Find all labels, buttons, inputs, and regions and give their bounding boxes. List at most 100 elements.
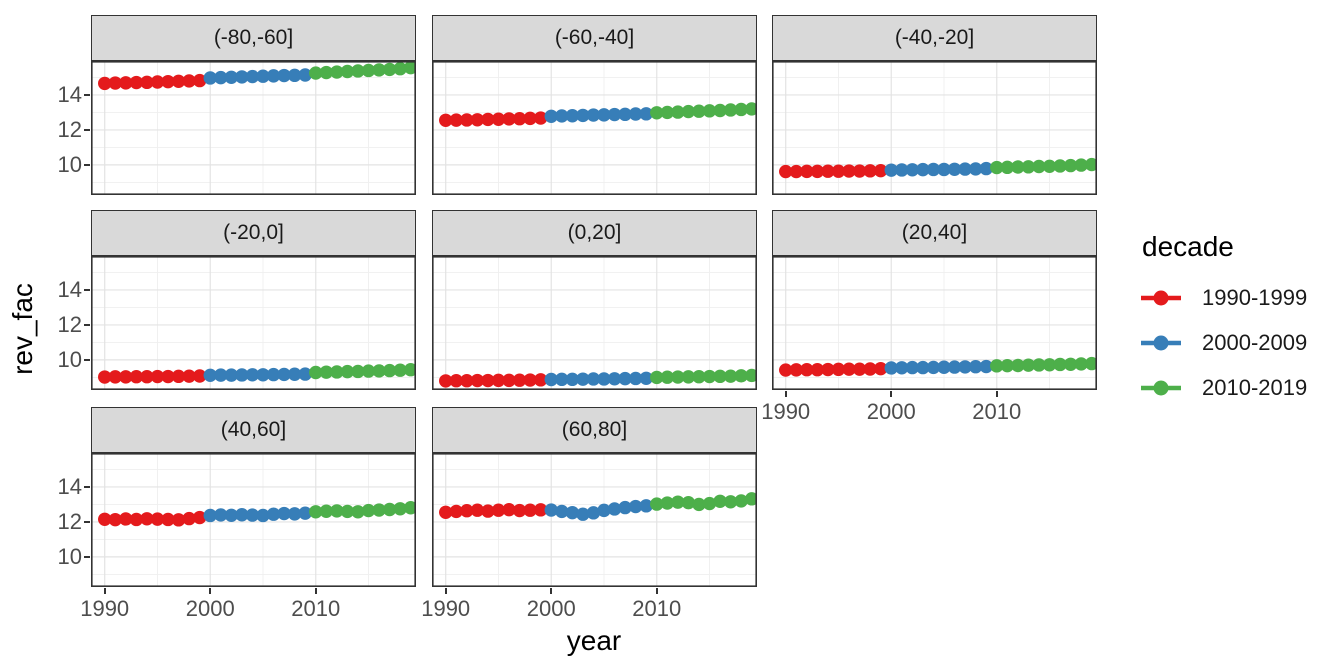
- x-tick-label: 1990: [80, 596, 130, 621]
- y-axis-title: rev_fac: [7, 283, 38, 375]
- panel-border: [91, 256, 416, 390]
- data-point: [287, 68, 302, 83]
- data-point: [171, 74, 186, 88]
- data-point: [266, 507, 281, 521]
- y-tick-mark: [84, 324, 90, 326]
- data-point: [1032, 358, 1046, 372]
- data-point: [800, 363, 814, 377]
- data-point: [831, 362, 846, 377]
- data-point: [382, 363, 397, 378]
- data-point: [470, 113, 485, 127]
- data-point: [916, 360, 930, 375]
- y-tick-mark: [84, 164, 90, 166]
- data-point: [671, 495, 685, 509]
- data-point: [203, 71, 217, 85]
- decade-series-1990-1999: [439, 502, 548, 519]
- data-point: [597, 503, 611, 518]
- data-point: [958, 162, 972, 176]
- data-point: [372, 364, 386, 378]
- data-point: [330, 504, 344, 518]
- data-point: [810, 363, 825, 377]
- data-point: [245, 69, 260, 84]
- y-tick-label: 12: [57, 508, 82, 534]
- data-point: [842, 362, 856, 376]
- facet-strip: (-20,0]: [91, 210, 416, 256]
- data-point: [916, 162, 930, 177]
- data-point: [330, 365, 344, 379]
- data-point: [937, 162, 951, 177]
- data-point: [544, 109, 558, 123]
- data-point: [245, 508, 260, 522]
- data-point: [298, 68, 312, 82]
- decade-series-2000-2009: [544, 371, 653, 387]
- data-point: [98, 370, 112, 384]
- data-point: [671, 370, 685, 384]
- data-point: [565, 505, 580, 520]
- data-point: [702, 496, 717, 511]
- data-point: [895, 163, 909, 177]
- data-point: [361, 63, 376, 78]
- data-point: [990, 160, 1004, 175]
- data-point: [224, 70, 239, 84]
- data-point: [150, 75, 165, 89]
- data-point: [702, 104, 717, 118]
- panel-border: [432, 256, 757, 390]
- data-point: [800, 164, 814, 179]
- decade-series-2000-2009: [544, 107, 653, 123]
- data-point: [1021, 358, 1036, 372]
- facet-strip: (-80,-60]: [91, 15, 416, 61]
- data-point: [873, 163, 888, 178]
- data-point: [460, 504, 474, 518]
- decade-series-1990-1999: [779, 163, 888, 179]
- data-point: [214, 368, 228, 382]
- data-point: [182, 369, 196, 383]
- data-point: [628, 499, 643, 514]
- data-point: [129, 370, 144, 384]
- data-point: [140, 370, 154, 384]
- data-point: [256, 69, 270, 83]
- data-point: [873, 361, 888, 376]
- data-point: [203, 368, 217, 383]
- decade-series-2010-2019: [650, 492, 757, 512]
- data-point: [298, 367, 312, 381]
- data-point: [555, 109, 569, 123]
- facet-panel: [772, 61, 1097, 195]
- data-point: [372, 63, 386, 77]
- data-point: [449, 113, 463, 127]
- data-point: [852, 362, 867, 376]
- data-point: [449, 374, 463, 388]
- data-point: [842, 164, 856, 178]
- data-point: [491, 112, 506, 126]
- data-point: [502, 502, 516, 517]
- data-point: [108, 76, 122, 90]
- panel-border: [91, 61, 416, 195]
- data-point: [404, 363, 416, 377]
- y-tick-label: 12: [57, 116, 82, 142]
- data-point: [330, 65, 344, 79]
- data-point: [512, 112, 527, 126]
- y-tick-mark: [84, 486, 90, 488]
- x-tick-mark: [103, 588, 106, 594]
- data-point: [821, 164, 835, 178]
- data-point: [544, 503, 558, 517]
- data-point: [512, 373, 527, 387]
- x-tick-mark: [784, 391, 787, 397]
- data-point: [1063, 357, 1078, 371]
- y-tick-mark: [84, 129, 90, 131]
- data-point: [129, 75, 144, 90]
- data-point: [119, 370, 133, 384]
- data-point: [618, 500, 632, 515]
- data-point: [192, 369, 207, 383]
- data-point: [161, 74, 175, 89]
- x-tick-mark: [314, 588, 317, 594]
- data-point: [884, 163, 898, 177]
- x-tick-label: 2000: [526, 596, 576, 621]
- facet-(-40,-20]: (-40,-20]: [772, 15, 1097, 195]
- data-point: [713, 369, 727, 384]
- data-point: [990, 359, 1004, 373]
- facet-strip-label: (-80,-60]: [213, 26, 294, 49]
- y-tick-label: 14: [57, 276, 82, 302]
- data-point: [404, 61, 416, 75]
- data-point: [372, 503, 386, 517]
- decade-series-1990-1999: [98, 369, 207, 384]
